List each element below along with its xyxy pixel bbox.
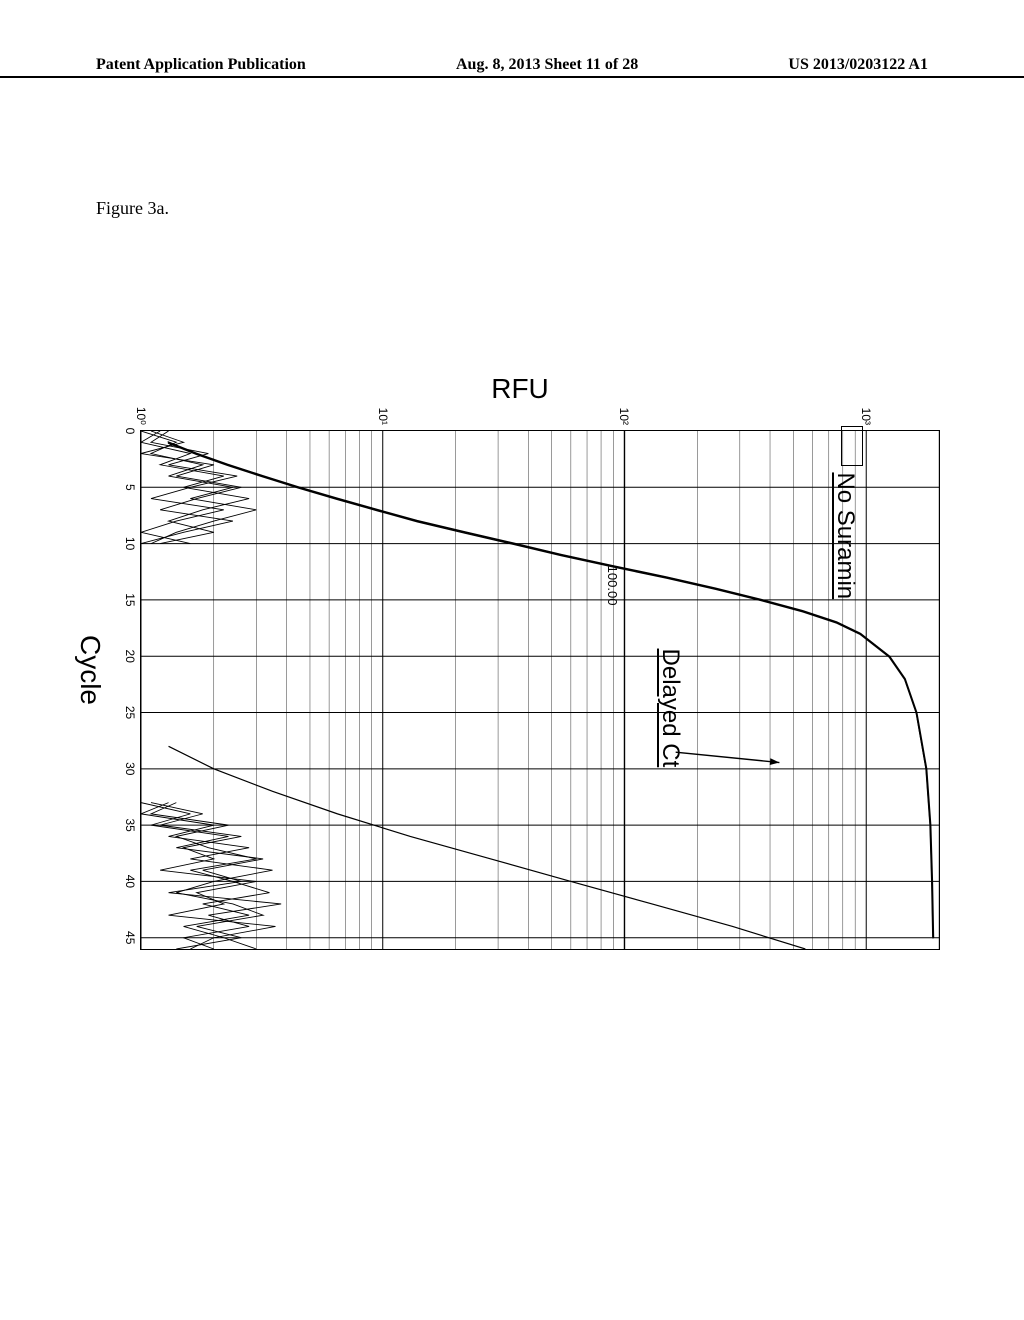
- x-tick-label: 45: [123, 931, 137, 944]
- header-center: Aug. 8, 2013 Sheet 11 of 28: [456, 56, 638, 74]
- x-axis-label: Cycle: [74, 635, 106, 705]
- page-header: Patent Application Publication Aug. 8, 2…: [0, 76, 1024, 104]
- x-tick-label: 10: [123, 537, 137, 550]
- x-tick-label: 20: [123, 650, 137, 663]
- header-left: Patent Application Publication: [96, 56, 306, 74]
- legend-box: [841, 426, 863, 466]
- header-right: US 2013/0203122 A1: [788, 56, 928, 74]
- y-tick-label: 10²: [618, 408, 632, 425]
- x-tick-label: 15: [123, 593, 137, 606]
- x-tick-label: 30: [123, 762, 137, 775]
- x-tick-label: 35: [123, 818, 137, 831]
- chart-container: RFU Cycle 10⁰10¹10²10³051015202530354045…: [60, 350, 980, 990]
- y-tick-label: 10⁰: [134, 407, 148, 425]
- threshold-label: 100.00: [606, 566, 621, 606]
- x-tick-label: 0: [123, 428, 137, 435]
- curves-svg: [141, 431, 939, 949]
- x-tick-label: 40: [123, 875, 137, 888]
- plot-area: 10⁰10¹10²10³051015202530354045100.00No S…: [140, 430, 940, 950]
- y-tick-label: 10³: [859, 408, 873, 425]
- annotation-no-suramin: No Suramin: [831, 472, 859, 599]
- figure-caption: Figure 3a.: [96, 198, 169, 219]
- annotation-delayed-ct: Delayed Ct: [656, 649, 684, 768]
- x-tick-label: 25: [123, 706, 137, 719]
- x-tick-label: 5: [123, 484, 137, 491]
- y-tick-label: 10¹: [376, 408, 390, 425]
- y-axis-label: RFU: [491, 373, 549, 405]
